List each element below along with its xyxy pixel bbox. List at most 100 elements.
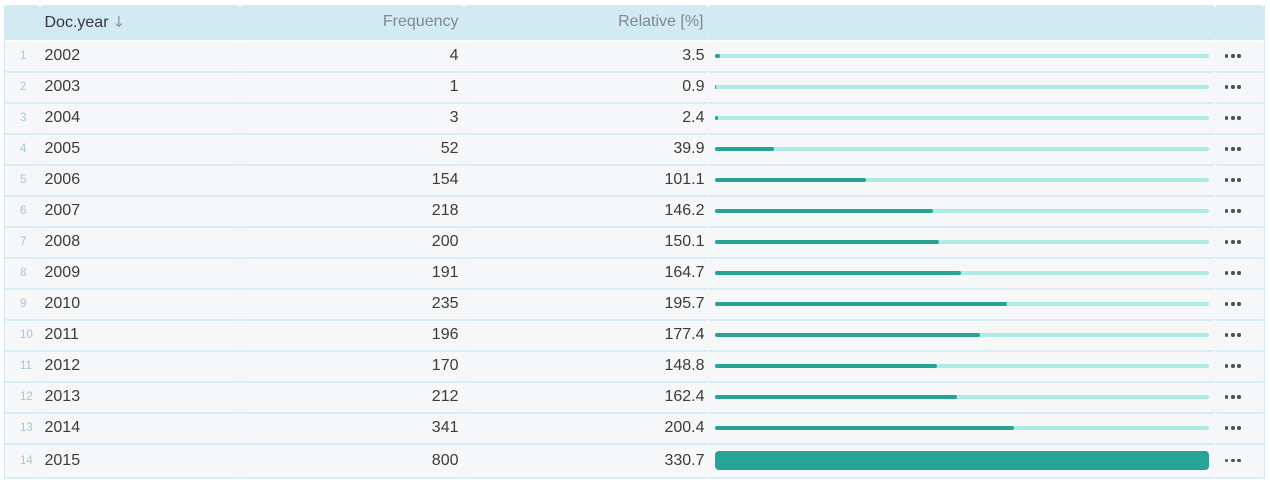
bar-cell xyxy=(707,413,1215,445)
relative-bar-fill xyxy=(714,208,933,214)
row-number: 12 xyxy=(5,382,40,414)
header-relative[interactable]: Relative [%] xyxy=(463,5,708,42)
table-row[interactable]: 1 2002 4 3.5 xyxy=(5,41,1264,73)
relative-bar-track xyxy=(714,177,1209,183)
year-cell: 2007 xyxy=(39,196,240,228)
table-row[interactable]: 8 2009 191 164.7 xyxy=(5,258,1264,290)
row-menu-button[interactable] xyxy=(1225,85,1241,89)
ellipsis-icon xyxy=(1225,240,1229,244)
row-menu-button[interactable] xyxy=(1225,271,1241,275)
row-menu-button[interactable] xyxy=(1225,458,1241,463)
menu-cell xyxy=(1215,382,1264,414)
relative-bar-fill xyxy=(714,177,866,183)
ellipsis-icon xyxy=(1225,147,1229,151)
relative-bar-fill xyxy=(714,301,1007,307)
row-number: 1 xyxy=(5,41,40,73)
row-menu-button[interactable] xyxy=(1225,240,1241,244)
header-menu xyxy=(1215,5,1264,42)
menu-cell xyxy=(1215,72,1264,104)
row-number: 4 xyxy=(5,134,40,166)
table-row[interactable]: 6 2007 218 146.2 xyxy=(5,196,1264,228)
relative-bar-fill xyxy=(714,451,1209,470)
row-menu-button[interactable] xyxy=(1225,395,1241,399)
bar-cell xyxy=(707,103,1215,135)
ellipsis-icon xyxy=(1225,271,1229,275)
ellipsis-icon xyxy=(1225,426,1229,430)
table-row[interactable]: 9 2010 235 195.7 xyxy=(5,289,1264,321)
ellipsis-icon xyxy=(1225,302,1229,306)
row-menu-button[interactable] xyxy=(1225,209,1241,213)
table-row[interactable]: 12 2013 212 162.4 xyxy=(5,382,1264,414)
relative-cell: 2.4 xyxy=(463,103,708,135)
row-number: 6 xyxy=(5,196,40,228)
relative-bar-track xyxy=(714,301,1209,307)
ellipsis-icon xyxy=(1225,178,1229,182)
row-menu-button[interactable] xyxy=(1225,364,1241,368)
relative-cell: 177.4 xyxy=(463,320,708,352)
row-number: 10 xyxy=(5,320,40,352)
menu-cell xyxy=(1215,258,1264,290)
relative-cell: 0.9 xyxy=(463,72,708,104)
row-menu-button[interactable] xyxy=(1225,54,1241,58)
relative-bar-fill xyxy=(714,332,980,338)
doc-year-label: Doc.year xyxy=(44,13,109,31)
row-number: 3 xyxy=(5,103,40,135)
relative-cell: 101.1 xyxy=(463,165,708,197)
bar-cell xyxy=(707,382,1215,414)
sort-descending-icon[interactable]: ↓ xyxy=(112,12,126,31)
relative-bar-fill xyxy=(714,146,775,152)
menu-cell xyxy=(1215,41,1264,73)
relative-bar-track xyxy=(714,270,1209,276)
menu-cell xyxy=(1215,196,1264,228)
year-cell: 2009 xyxy=(39,258,240,290)
row-menu-button[interactable] xyxy=(1225,116,1241,120)
table-row[interactable]: 2 2003 1 0.9 xyxy=(5,72,1264,104)
relative-bar-fill xyxy=(714,270,961,276)
relative-cell: 195.7 xyxy=(463,289,708,321)
frequency-cell: 52 xyxy=(239,134,464,166)
menu-cell xyxy=(1215,444,1264,479)
frequency-cell: 154 xyxy=(239,165,464,197)
year-cell: 2014 xyxy=(39,413,240,445)
relative-bar-track xyxy=(714,208,1209,214)
row-number: 14 xyxy=(5,444,40,479)
relative-label: Relative [%] xyxy=(618,13,704,31)
relative-bar-track xyxy=(714,53,1209,59)
relative-bar-fill xyxy=(714,53,720,59)
bar-cell xyxy=(707,72,1215,104)
header-doc-year[interactable]: Doc.year ↓ xyxy=(39,5,240,42)
frequency-cell: 800 xyxy=(239,444,464,479)
table-row[interactable]: 11 2012 170 148.8 xyxy=(5,351,1264,383)
row-menu-button[interactable] xyxy=(1225,333,1241,337)
row-menu-button[interactable] xyxy=(1225,178,1241,182)
menu-cell xyxy=(1215,103,1264,135)
relative-bar-track xyxy=(714,146,1209,152)
ellipsis-icon xyxy=(1225,116,1229,120)
row-menu-button[interactable] xyxy=(1225,147,1241,151)
table-row[interactable]: 13 2014 341 200.4 xyxy=(5,413,1264,445)
menu-cell xyxy=(1215,134,1264,166)
table-row[interactable]: 5 2006 154 101.1 xyxy=(5,165,1264,197)
row-number: 11 xyxy=(5,351,40,383)
row-number: 2 xyxy=(5,72,40,104)
table-row[interactable]: 3 2004 3 2.4 xyxy=(5,103,1264,135)
bar-cell xyxy=(707,320,1215,352)
table-row[interactable]: 4 2005 52 39.9 xyxy=(5,134,1264,166)
bar-cell xyxy=(707,134,1215,166)
table-row[interactable]: 7 2008 200 150.1 xyxy=(5,227,1264,259)
row-menu-button[interactable] xyxy=(1225,426,1241,430)
year-cell: 2010 xyxy=(39,289,240,321)
relative-bar-track xyxy=(714,451,1209,470)
table-row[interactable]: 10 2011 196 177.4 xyxy=(5,320,1264,352)
bar-cell xyxy=(707,227,1215,259)
table-row[interactable]: 14 2015 800 330.7 xyxy=(5,444,1264,479)
header-bar xyxy=(707,5,1215,42)
header-frequency[interactable]: Frequency xyxy=(239,5,464,42)
header-row: Doc.year ↓ Frequency Relative [%] xyxy=(5,5,1264,42)
frequency-cell: 4 xyxy=(239,41,464,73)
row-number: 13 xyxy=(5,413,40,445)
bar-cell xyxy=(707,165,1215,197)
relative-cell: 200.4 xyxy=(463,413,708,445)
menu-cell xyxy=(1215,413,1264,445)
row-menu-button[interactable] xyxy=(1225,302,1241,306)
